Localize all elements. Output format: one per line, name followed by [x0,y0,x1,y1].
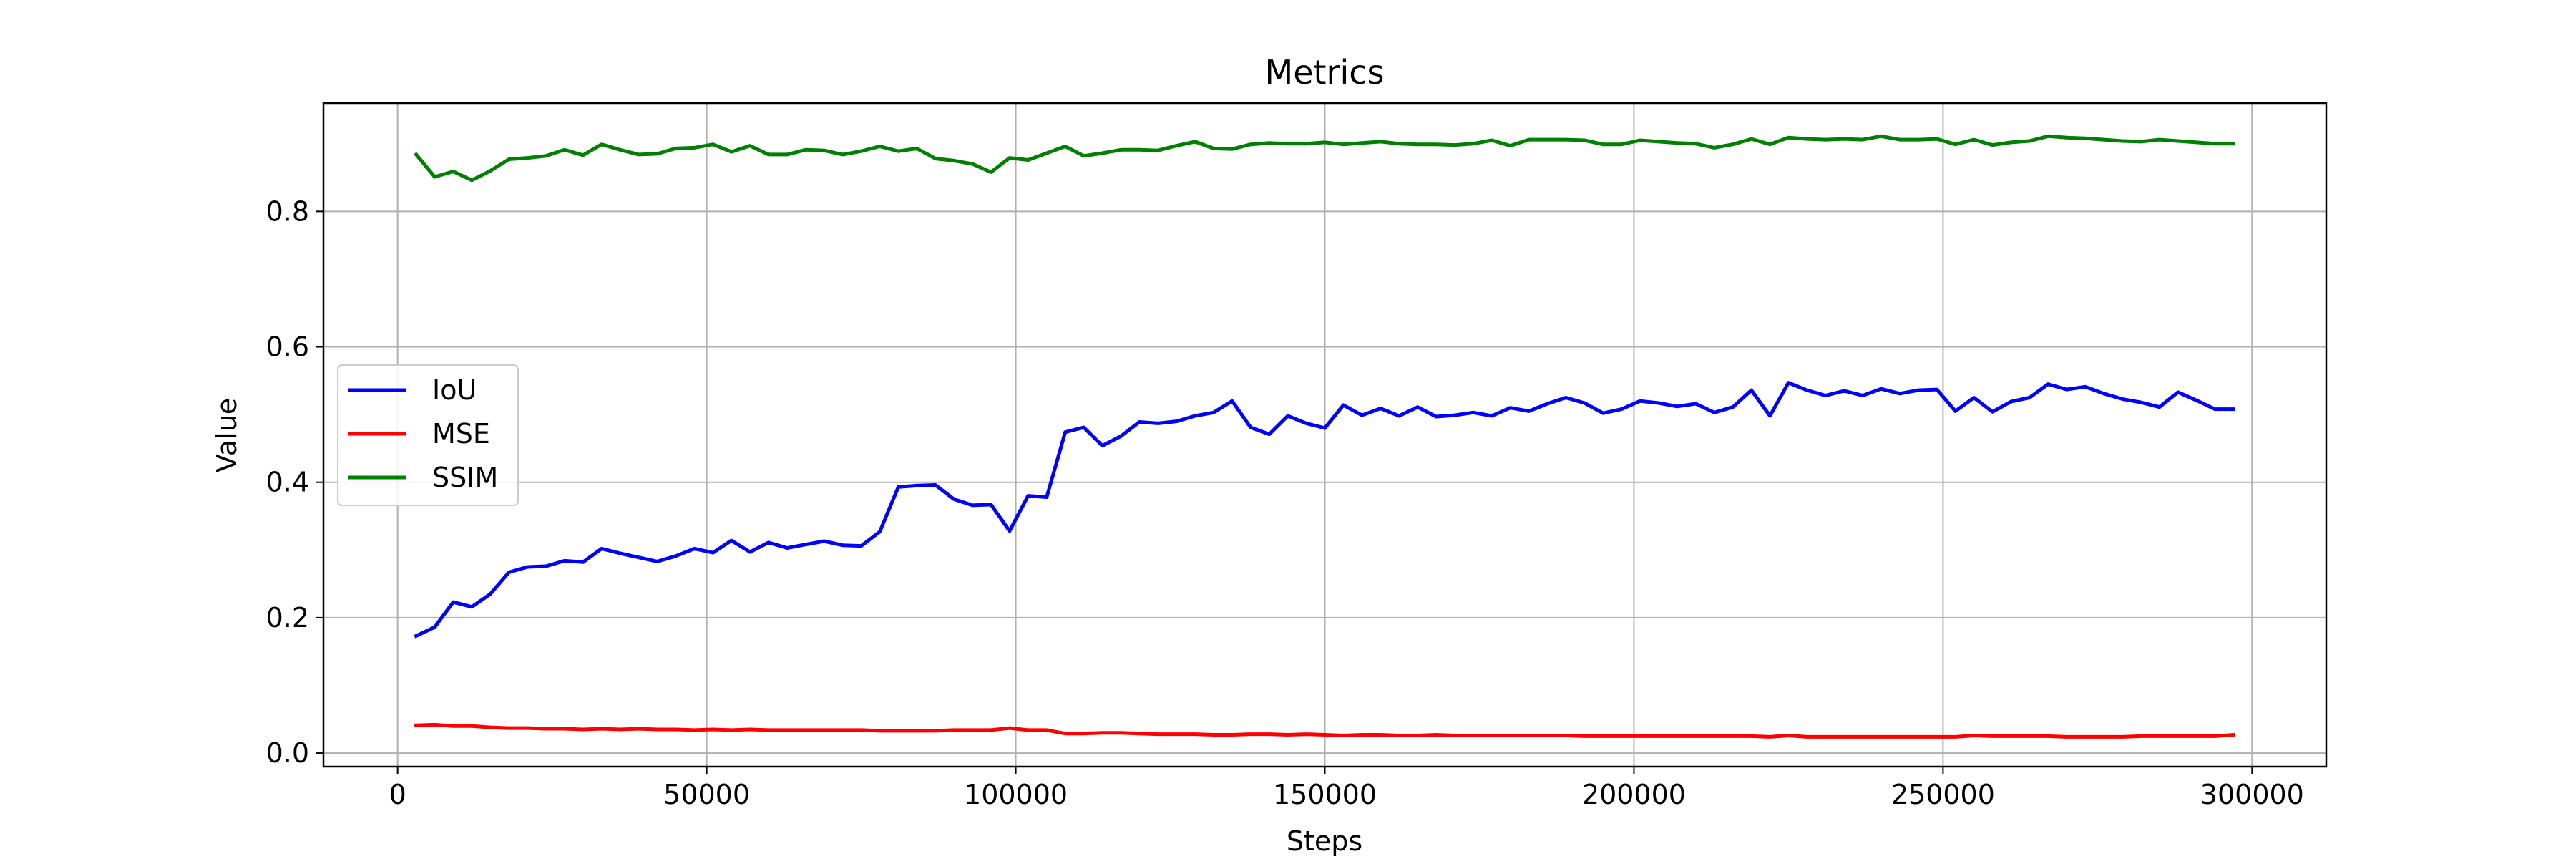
x-axis-ticks: 0 50000 100000 150000 200000 250000 300000 [389,767,2304,810]
legend-label-ssim: SSIM [432,462,498,493]
x-tick-label: 250000 [1891,779,1995,810]
series-line-ssim [414,134,2235,183]
x-tick-label: 0 [389,779,406,810]
legend-box [337,364,519,506]
y-tick-label: 0.0 [266,737,309,769]
y-tick-label: 0.4 [266,467,309,498]
y-axis-label: Value [211,398,243,472]
y-axis-ticks: 0.0 0.2 0.4 0.6 0.8 [266,195,323,769]
x-axis-label: Steps [1287,825,1362,857]
x-tick-label: 150000 [1273,779,1377,810]
y-tick-label: 0.8 [266,195,309,227]
series-line-iou [414,381,2235,639]
x-tick-label: 50000 [663,779,750,810]
x-tick-label: 200000 [1582,779,1686,810]
chart-title: Metrics [1265,53,1385,92]
grid-lines [323,103,2326,767]
x-tick-label: 100000 [964,779,1068,810]
series-lines [414,134,2236,739]
legend-label-mse: MSE [432,418,490,450]
y-tick-label: 0.6 [266,331,309,363]
y-tick-label: 0.2 [266,602,309,634]
legend-label-iou: IoU [432,374,477,406]
series-line-mse [414,722,2236,739]
legend: IoU MSE SSIM [337,364,519,506]
x-tick-label: 300000 [2200,779,2304,810]
